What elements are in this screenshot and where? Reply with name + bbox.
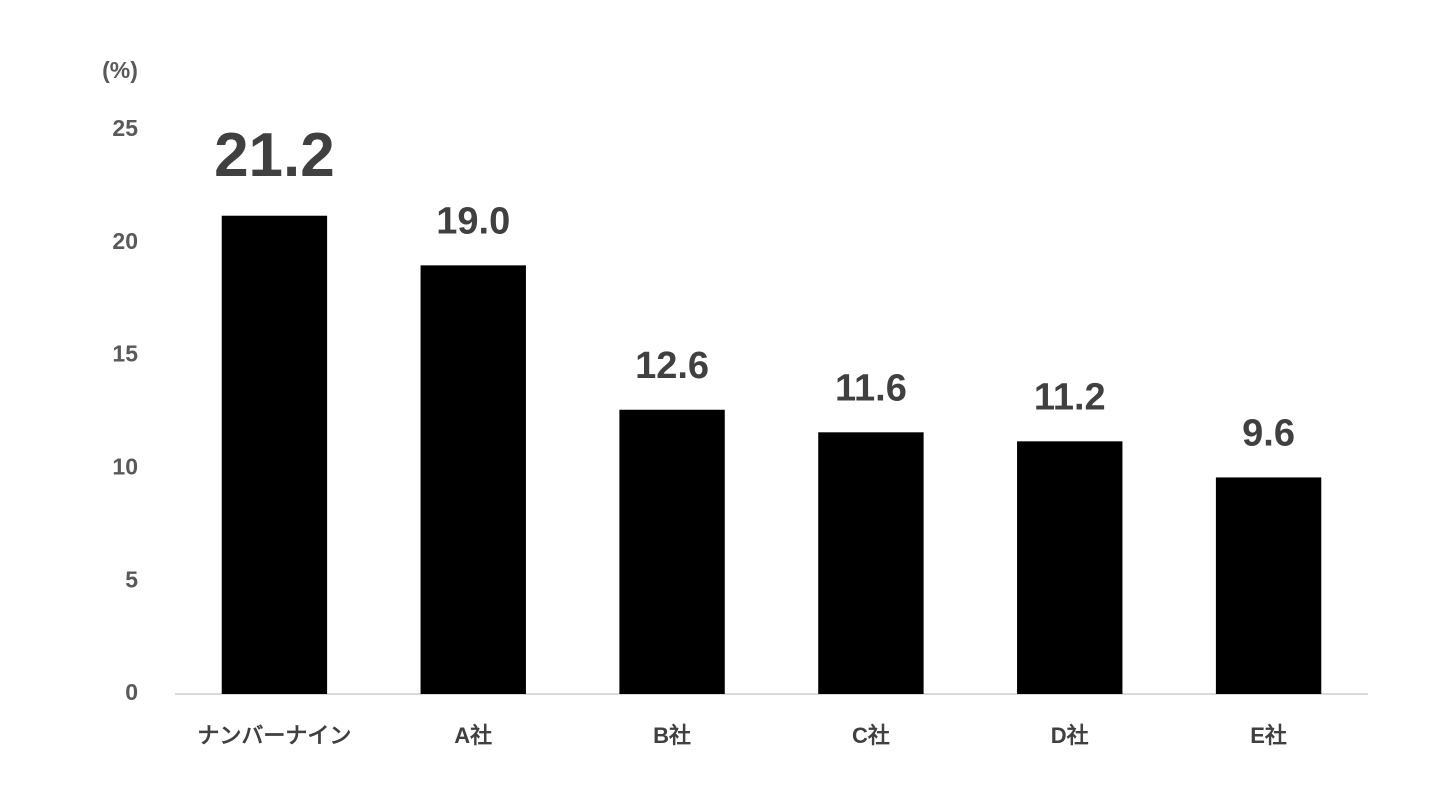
bar <box>1215 477 1322 694</box>
x-tick-label: ナンバーナイン <box>197 723 351 748</box>
bar <box>818 432 924 694</box>
y-tick-label: 25 <box>112 115 138 141</box>
bar <box>221 215 328 694</box>
x-tick-label: B社 <box>653 723 691 748</box>
value-label: 11.6 <box>835 367 907 409</box>
y-tick-label: 5 <box>125 566 138 592</box>
bar <box>619 409 725 694</box>
bar <box>1017 441 1123 694</box>
value-label: 12.6 <box>635 345 709 387</box>
y-tick-label: 10 <box>112 453 138 479</box>
x-tick-label: E社 <box>1250 723 1287 748</box>
y-tick-label: 0 <box>125 679 138 705</box>
value-label: 19.0 <box>436 200 510 242</box>
x-tick-label: A社 <box>454 723 492 748</box>
value-label: 21.2 <box>214 121 335 190</box>
x-tick-label: D社 <box>1051 723 1089 748</box>
y-tick-label: 20 <box>112 228 138 254</box>
y-tick-label: 15 <box>112 341 138 367</box>
x-tick-label: C社 <box>852 723 890 748</box>
y-axis-title: (%) <box>102 57 138 83</box>
value-label: 11.2 <box>1034 376 1106 418</box>
value-label: 9.6 <box>1242 412 1295 454</box>
bar <box>420 265 526 694</box>
